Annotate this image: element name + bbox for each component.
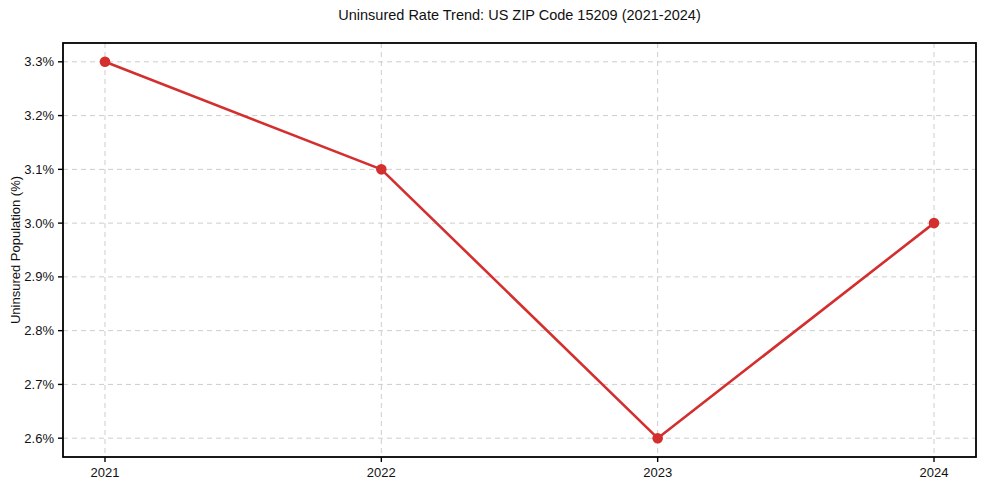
y-tick-label: 3.2% <box>24 108 54 123</box>
y-tick-label: 2.9% <box>24 269 54 284</box>
x-tick-label: 2022 <box>367 465 396 480</box>
plot-area: 2.6% 2.7% 2.8% 2.9% 3.0% 3.1% 3.2% 3.3% 2021 2022… <box>0 0 989 490</box>
x-tick-label: 2021 <box>91 465 120 480</box>
data-point <box>652 433 663 444</box>
y-tick-label: 3.3% <box>24 54 54 69</box>
y-tick-label: 2.6% <box>24 431 54 446</box>
uninsured-rate-chart: Uninsured Rate Trend: US ZIP Code 15209 … <box>0 0 989 490</box>
plot-border <box>63 43 976 457</box>
data-line <box>105 62 934 438</box>
data-point <box>929 218 940 229</box>
y-tick-label: 2.7% <box>24 377 54 392</box>
y-tick-label: 3.0% <box>24 216 54 231</box>
x-tick-label: 2023 <box>643 465 672 480</box>
data-point <box>100 57 111 68</box>
y-tick-label: 3.1% <box>24 162 54 177</box>
y-tick-label: 2.8% <box>24 323 54 338</box>
x-tick-label: 2024 <box>920 465 949 480</box>
data-point <box>376 164 387 175</box>
